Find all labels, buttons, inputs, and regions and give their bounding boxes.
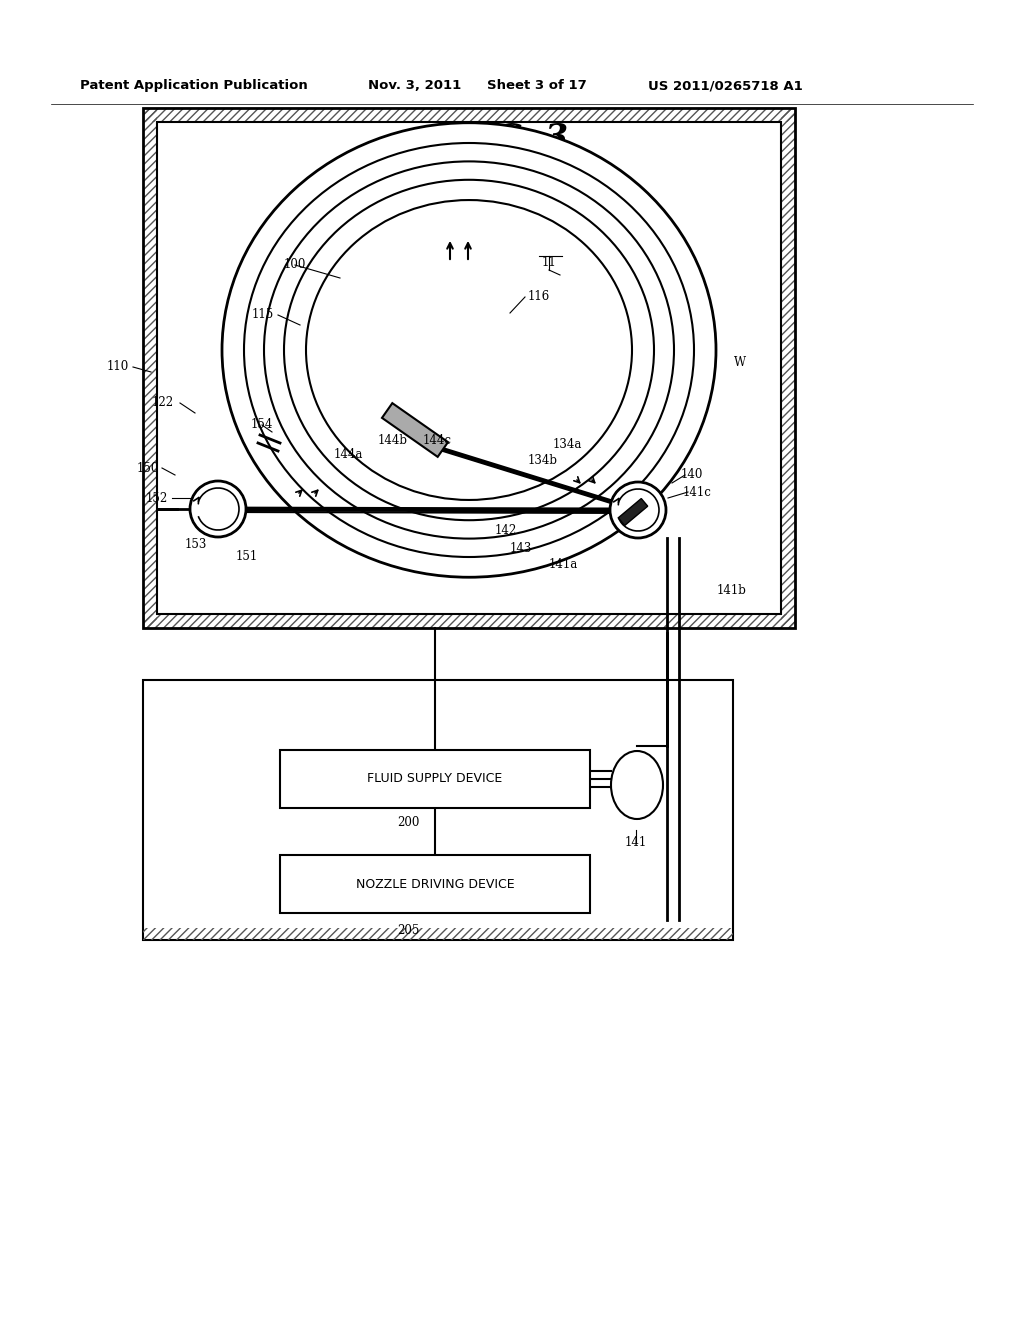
Text: 122: 122 [152, 396, 174, 409]
Bar [143, 108, 157, 628]
Bar [143, 614, 795, 628]
Text: 141c: 141c [683, 486, 712, 499]
Text: Sheet 3 of 17: Sheet 3 of 17 [487, 79, 587, 92]
Polygon shape [618, 499, 648, 525]
Text: 140: 140 [681, 469, 703, 482]
Text: 153: 153 [184, 539, 207, 552]
Text: FIG. 3: FIG. 3 [456, 121, 568, 154]
Text: W: W [734, 356, 746, 370]
Bar [781, 108, 795, 628]
Polygon shape [382, 403, 449, 457]
Ellipse shape [284, 180, 654, 520]
Ellipse shape [306, 201, 632, 500]
Text: 142: 142 [495, 524, 517, 536]
Text: 143: 143 [510, 541, 532, 554]
Text: 144c: 144c [423, 433, 452, 446]
Bar [157, 121, 781, 614]
Bar [143, 108, 795, 121]
Bar [143, 680, 733, 940]
Bar [280, 750, 590, 808]
Text: 205: 205 [397, 924, 419, 936]
Text: 154: 154 [251, 418, 273, 432]
Text: 150: 150 [137, 462, 159, 474]
Text: NOZZLE DRIVING DEVICE: NOZZLE DRIVING DEVICE [355, 878, 514, 891]
Bar [143, 108, 795, 628]
Text: 151: 151 [236, 550, 258, 564]
Text: Patent Application Publication: Patent Application Publication [80, 79, 308, 92]
Bar [143, 928, 733, 940]
Text: 116: 116 [528, 290, 550, 304]
Text: 144a: 144a [334, 449, 362, 462]
Circle shape [190, 480, 246, 537]
Text: 152: 152 [145, 491, 168, 504]
Ellipse shape [222, 123, 716, 577]
Ellipse shape [611, 751, 663, 818]
Text: 115: 115 [252, 309, 274, 322]
Text: 110: 110 [106, 360, 129, 374]
Text: 134a: 134a [552, 438, 582, 451]
Text: 200: 200 [397, 817, 419, 829]
Text: 11: 11 [542, 256, 556, 269]
Text: Nov. 3, 2011: Nov. 3, 2011 [368, 79, 461, 92]
Text: 141b: 141b [717, 583, 746, 597]
Text: US 2011/0265718 A1: US 2011/0265718 A1 [648, 79, 803, 92]
Text: 141: 141 [625, 837, 647, 850]
Text: FLUID SUPPLY DEVICE: FLUID SUPPLY DEVICE [368, 772, 503, 785]
Text: 141a: 141a [549, 558, 578, 572]
Circle shape [610, 482, 666, 539]
Text: 134b: 134b [528, 454, 558, 466]
Text: 100: 100 [284, 259, 306, 272]
Ellipse shape [264, 161, 674, 539]
Bar [280, 855, 590, 913]
Text: 144b: 144b [378, 433, 408, 446]
